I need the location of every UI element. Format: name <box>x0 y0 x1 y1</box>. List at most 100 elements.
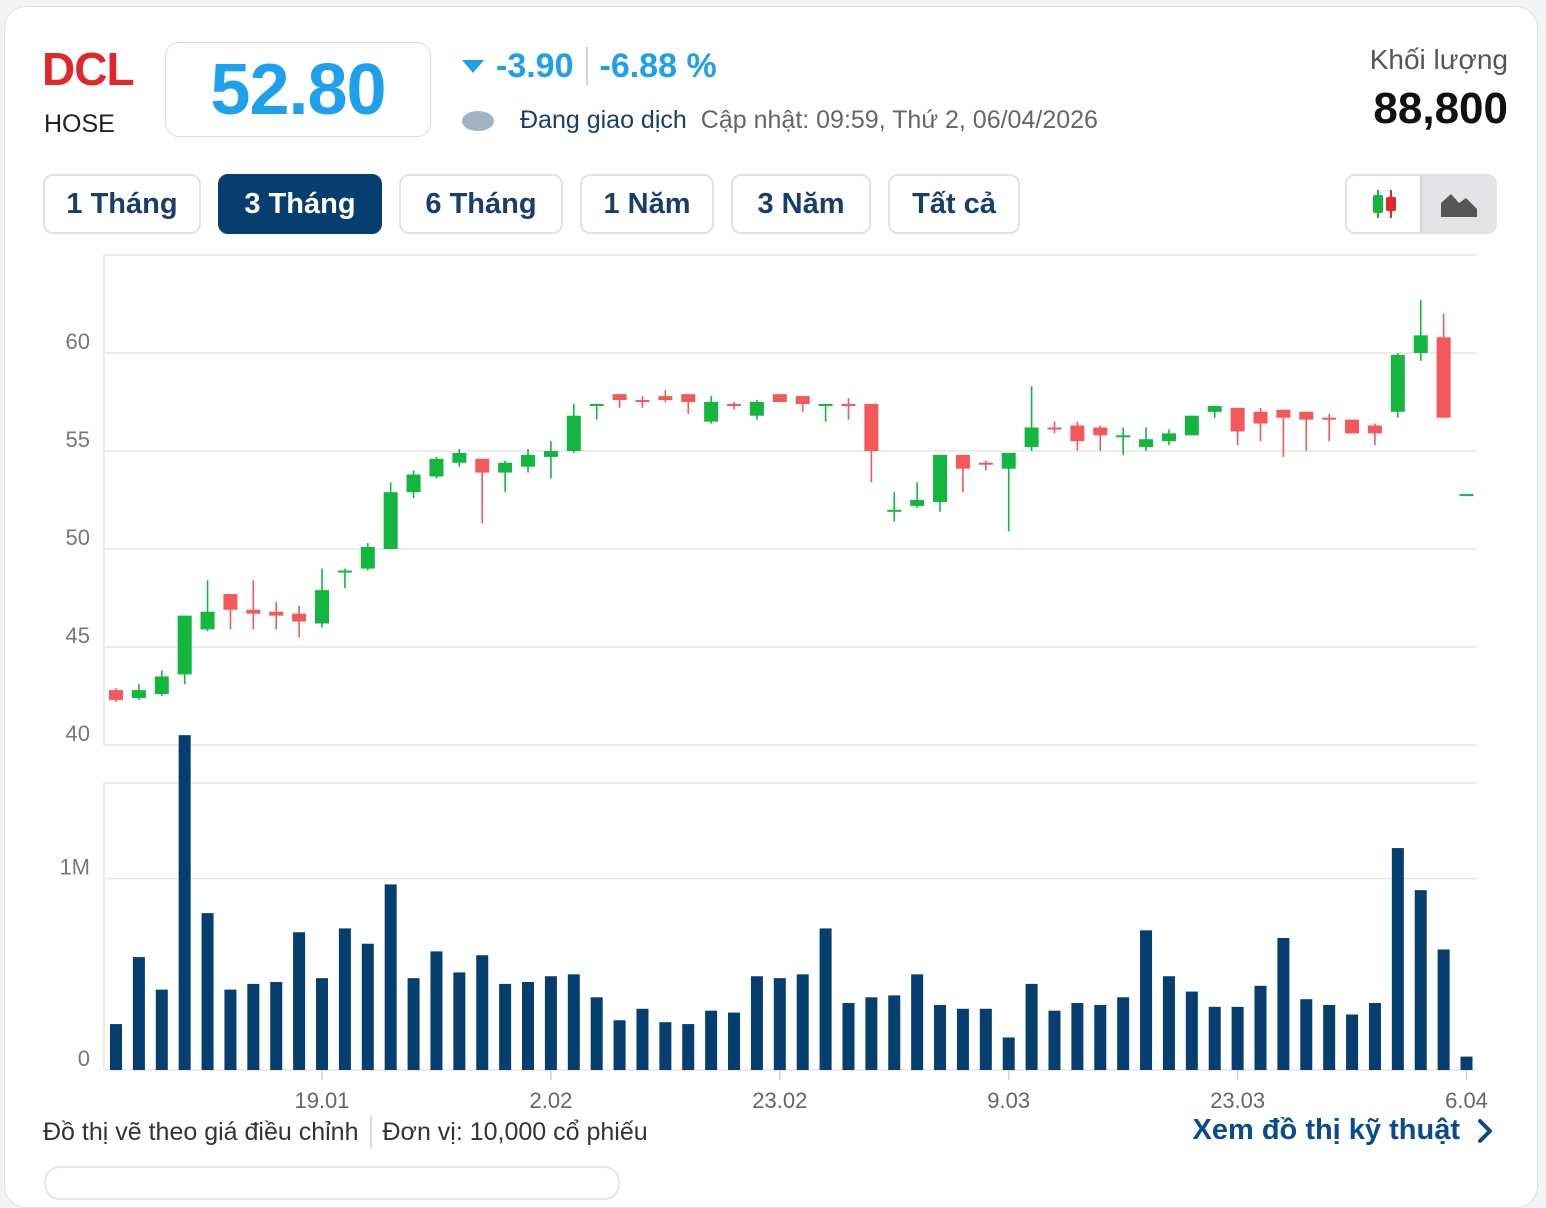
volume-tick-label: 1M <box>59 855 90 880</box>
candlestick-view-button[interactable] <box>1347 176 1420 232</box>
x-tick-label: 23.02 <box>752 1088 807 1113</box>
x-tick-label: 6.04 <box>1445 1088 1488 1113</box>
volume-bar <box>1254 985 1267 1070</box>
volume-bar <box>338 928 351 1070</box>
volume-bar <box>155 989 168 1070</box>
volume-bar <box>1094 1004 1107 1070</box>
candle-body <box>109 690 123 700</box>
candle-body <box>589 403 604 406</box>
candle-body <box>452 452 467 463</box>
volume-bar <box>1231 1006 1244 1070</box>
volume-bar <box>613 1020 626 1070</box>
candle-body <box>1413 335 1428 353</box>
volume-bar <box>728 1012 741 1070</box>
technical-chart-link[interactable]: Xem đồ thị kỹ thuật <box>1193 1114 1498 1147</box>
ticker-symbol: DCL <box>42 43 135 95</box>
candle-body <box>955 454 970 469</box>
volume-bar <box>956 1008 969 1070</box>
volume-bar <box>476 955 489 1070</box>
volume-label: Khối lượng <box>1369 44 1508 75</box>
x-tick-label: 19.01 <box>294 1088 349 1113</box>
x-tick-label: 9.03 <box>987 1088 1030 1113</box>
volume-bar <box>1002 1037 1015 1070</box>
candle-body <box>1459 494 1474 497</box>
tab-3-months[interactable]: 3 Tháng <box>218 174 382 234</box>
candle-body <box>1001 452 1016 469</box>
volume-bar <box>499 983 512 1070</box>
volume-bar <box>842 1003 855 1070</box>
candle-body <box>978 462 993 465</box>
volume-bar <box>1208 1006 1221 1070</box>
status-dot-icon <box>462 110 494 131</box>
volume-tick-label: 0 <box>78 1046 90 1071</box>
candle-body <box>337 570 352 573</box>
candle-body <box>315 590 330 624</box>
candle-body <box>727 403 742 406</box>
candle-body <box>1276 409 1291 418</box>
candle-body <box>841 403 856 406</box>
candle-body <box>360 547 375 569</box>
volume-bar <box>750 976 763 1070</box>
price-volume-chart: 40 45 50 55 60 0 1M 19.01 2.02 23.02 9.03 23.03 6.04 <box>59 254 1488 1113</box>
volume-bar <box>1414 890 1427 1070</box>
candle-body <box>1024 427 1039 448</box>
candle-body <box>1322 417 1337 420</box>
candle-body <box>1367 425 1382 434</box>
x-tick-label: 2.02 <box>529 1088 572 1113</box>
volume-value: 88,800 <box>1373 84 1508 133</box>
volume-bar <box>430 951 443 1070</box>
volume-bar <box>1277 937 1290 1070</box>
volume-bar <box>201 913 214 1070</box>
volume-bar <box>384 884 397 1070</box>
price-tick-label: 45 <box>66 623 90 648</box>
unit-note: Đơn vị: 10,000 cổ phiếu <box>382 1117 648 1146</box>
volume-bar <box>178 735 191 1070</box>
volume-bar <box>1071 1003 1084 1070</box>
candle-body <box>131 690 146 698</box>
candle-body <box>1139 439 1154 448</box>
volume-bar <box>270 981 283 1070</box>
candle-body <box>795 396 810 404</box>
candle-body <box>292 613 307 622</box>
price-tick-label: 60 <box>66 329 90 354</box>
volume-bar <box>453 972 466 1070</box>
tab-1-month[interactable]: 1 Tháng <box>43 174 201 234</box>
volume-bar <box>796 974 809 1070</box>
candle-body <box>521 454 536 467</box>
volume-bar <box>636 1008 649 1070</box>
candle-body <box>1230 407 1245 432</box>
candle-body <box>269 611 284 616</box>
volume-bar <box>682 1024 695 1070</box>
area-chart-icon <box>1440 194 1477 217</box>
bottom-button-outline[interactable] <box>44 1166 620 1200</box>
tab-1-year[interactable]: 1 Năm <box>580 174 714 234</box>
candle-body <box>933 454 948 502</box>
volume-bar <box>247 983 260 1070</box>
area-view-button[interactable] <box>1420 176 1495 232</box>
trading-status-row: Đang giao dịch Cập nhật: 09:59, Thứ 2, 0… <box>462 106 1098 135</box>
volume-bar <box>659 1022 672 1070</box>
volume-bar <box>293 932 306 1070</box>
change-percent: -6.88 % <box>599 46 717 85</box>
volume-bar <box>132 957 145 1070</box>
current-price: 52.80 <box>210 49 386 130</box>
change-absolute: -3.90 <box>496 46 574 85</box>
tab-3-years[interactable]: 3 Năm <box>731 174 871 234</box>
volume-bar <box>819 928 832 1070</box>
candle-body <box>704 402 719 422</box>
candle-body <box>154 676 169 695</box>
volume-bar <box>1460 1056 1473 1070</box>
tab-all[interactable]: Tất cả <box>888 174 1020 234</box>
tab-6-months[interactable]: 6 Tháng <box>399 174 563 234</box>
x-tick-label: 23.03 <box>1210 1088 1265 1113</box>
candle-body <box>910 500 925 506</box>
chart-footnote: Đồ thị vẽ theo giá điều chỉnh Đơn vị: 10… <box>43 1116 648 1148</box>
volume-bar <box>1391 848 1404 1070</box>
volume-bar <box>1117 997 1130 1070</box>
candle-body <box>887 509 902 512</box>
candle-body <box>749 402 764 416</box>
candle-body <box>635 400 650 403</box>
candle-body <box>1184 415 1199 436</box>
price-tick-label: 40 <box>66 721 90 746</box>
candle-body <box>612 394 627 401</box>
